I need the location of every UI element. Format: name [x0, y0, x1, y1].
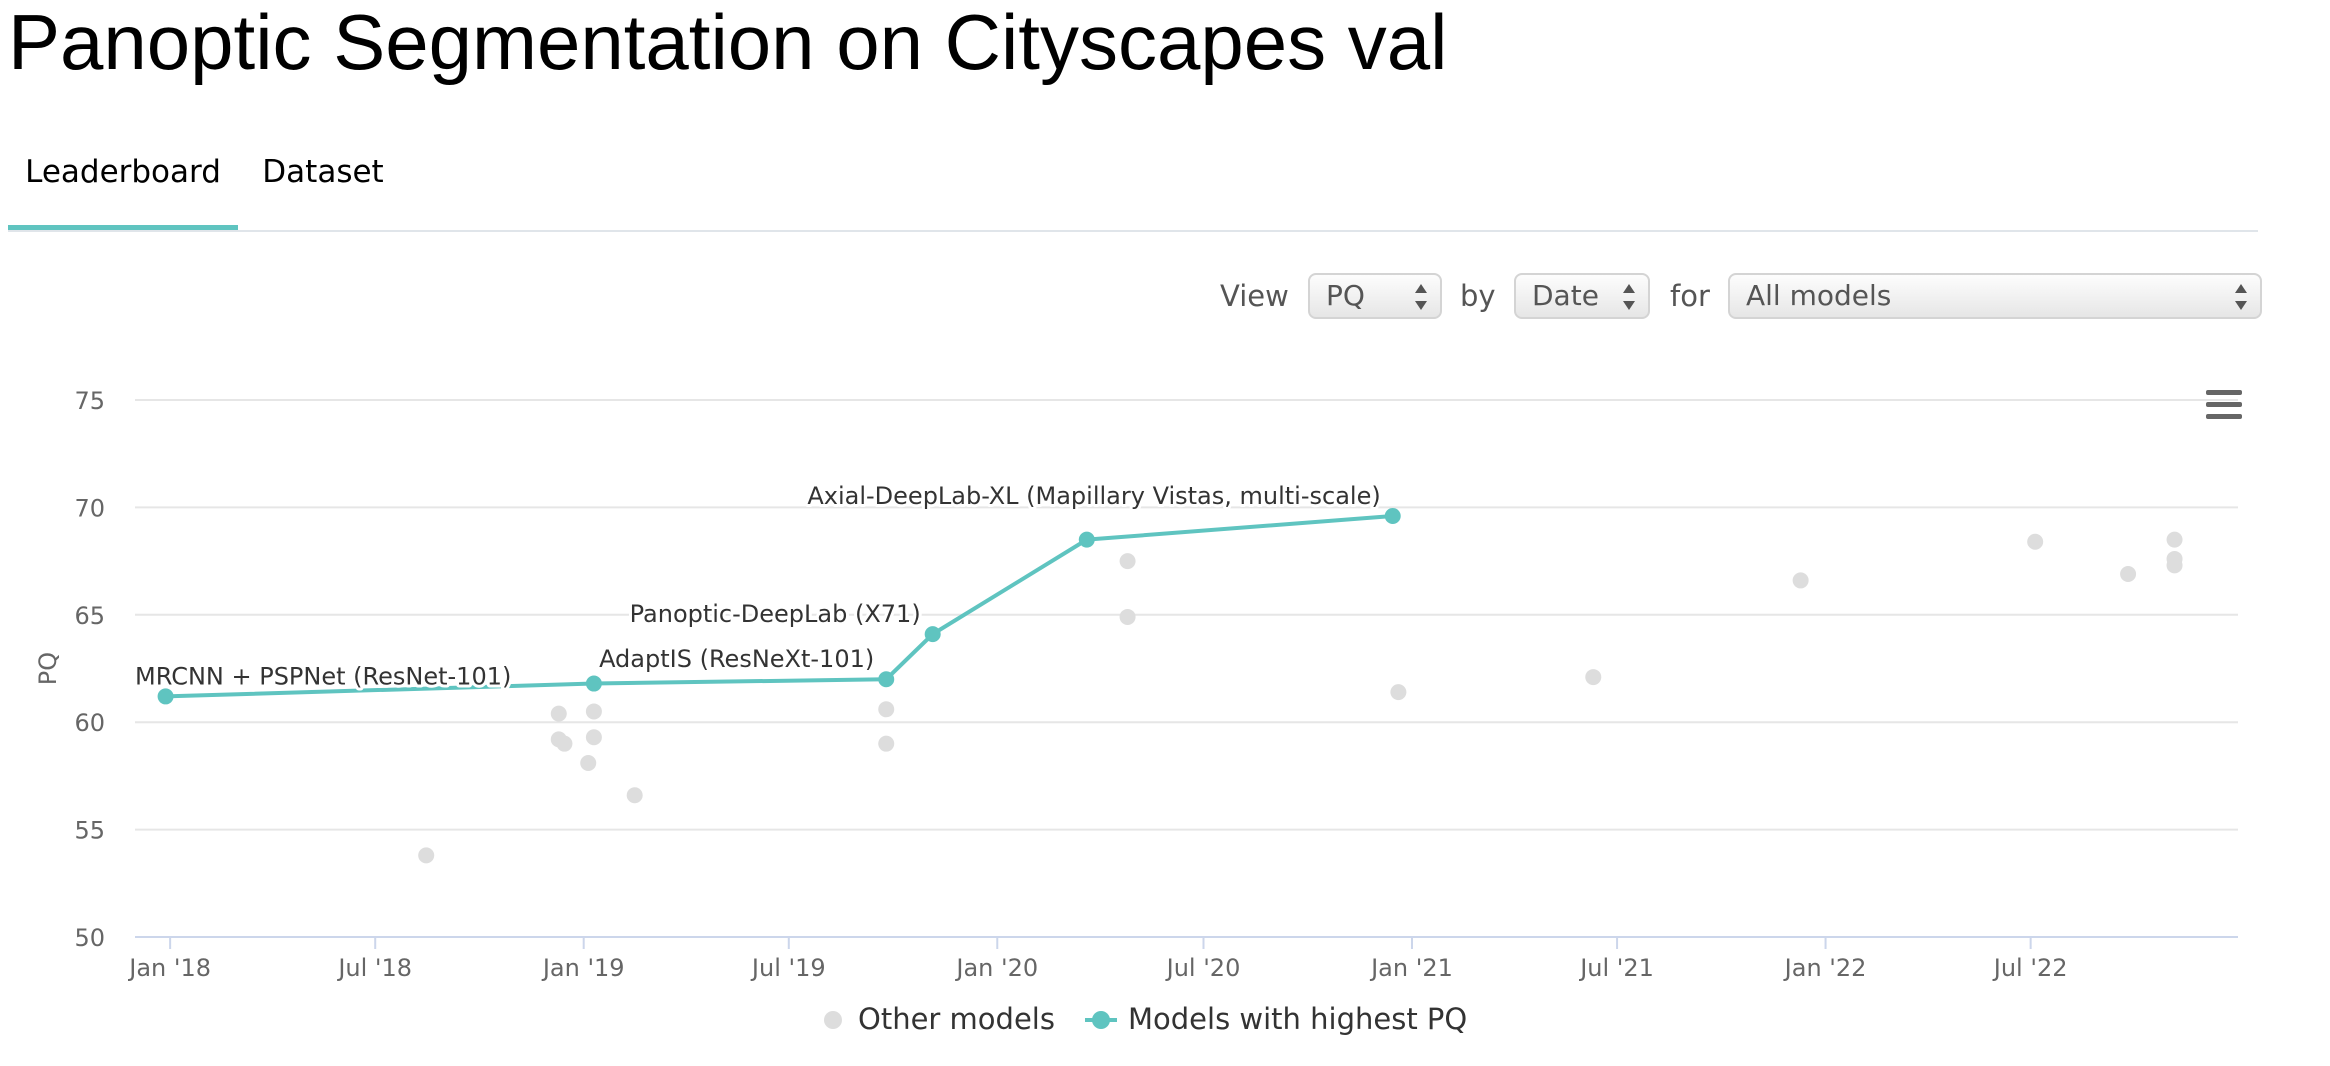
- other-model-point[interactable]: [550, 705, 567, 722]
- other-model-point[interactable]: [1585, 669, 1602, 686]
- best-model-point[interactable]: [924, 626, 941, 643]
- other-model-point[interactable]: [580, 755, 597, 772]
- tab-bar: Leaderboard Dataset: [8, 150, 2258, 232]
- active-tab-indicator: [8, 225, 238, 230]
- model-filter-select[interactable]: All models: [1728, 273, 2262, 319]
- tab-dataset[interactable]: Dataset: [262, 154, 384, 190]
- legend-other-models-label[interactable]: Other models: [858, 1002, 1055, 1036]
- best-model-line: [165, 513, 1393, 699]
- chart-controls: View PQ by Date for All models: [0, 273, 2330, 319]
- best-model-point[interactable]: [878, 671, 895, 688]
- metric-select-value: PQ: [1326, 279, 1365, 312]
- x-axis-select-value: Date: [1532, 279, 1599, 312]
- model-filter-select-value: All models: [1746, 279, 1892, 312]
- data-label: AdaptIS (ResNeXt-101): [599, 645, 874, 673]
- y-tick-label: 65: [74, 602, 105, 630]
- metric-select[interactable]: PQ: [1308, 273, 1442, 319]
- other-model-point[interactable]: [2166, 557, 2183, 574]
- x-tick-label: Jan '22: [1783, 954, 1867, 982]
- best-model-point[interactable]: [157, 688, 174, 705]
- x-tick-label: Jul '20: [1165, 954, 1241, 982]
- other-model-point[interactable]: [878, 701, 895, 718]
- legend-best-models-label[interactable]: Models with highest PQ: [1128, 1002, 1467, 1036]
- x-axis-select[interactable]: Date: [1514, 273, 1650, 319]
- select-arrows-icon: [2235, 284, 2247, 310]
- x-tick-label: Jan '19: [541, 954, 625, 982]
- y-tick-label: 50: [74, 924, 105, 952]
- x-tick-label: Jul '22: [1992, 954, 2068, 982]
- other-model-point[interactable]: [556, 735, 573, 752]
- select-arrows-icon: [1623, 284, 1635, 310]
- x-tick-label: Jul '21: [1578, 954, 1654, 982]
- hamburger-menu-icon[interactable]: [2206, 390, 2242, 420]
- other-model-point[interactable]: [1119, 553, 1136, 570]
- for-label: for: [1670, 279, 1710, 313]
- y-tick-label: 70: [74, 494, 105, 522]
- view-label: View: [1220, 279, 1289, 313]
- legend-other-models-marker: [824, 1011, 842, 1029]
- y-tick-label: 60: [74, 709, 105, 737]
- other-model-point[interactable]: [2027, 533, 2044, 550]
- x-tick-label: Jan '20: [954, 954, 1038, 982]
- page-title: Panoptic Segmentation on Cityscapes val: [8, 0, 1448, 86]
- other-model-point[interactable]: [2166, 531, 2183, 548]
- other-model-point[interactable]: [626, 787, 643, 804]
- by-label: by: [1460, 279, 1496, 313]
- x-tick-label: Jan '18: [127, 954, 211, 982]
- other-model-point[interactable]: [585, 729, 602, 746]
- other-model-point[interactable]: [2120, 565, 2137, 582]
- other-model-point[interactable]: [1792, 572, 1809, 589]
- other-model-point[interactable]: [2166, 550, 2183, 567]
- x-tick-label: Jan '21: [1369, 954, 1453, 982]
- best-model-point[interactable]: [585, 675, 602, 692]
- best-model-point[interactable]: [1078, 531, 1095, 548]
- tab-leaderboard[interactable]: Leaderboard: [25, 154, 221, 190]
- other-model-point[interactable]: [550, 731, 567, 748]
- best-model-point[interactable]: [1384, 507, 1401, 524]
- y-tick-label: 75: [74, 387, 105, 415]
- other-model-point[interactable]: [585, 703, 602, 720]
- data-label: Axial-DeepLab-XL (Mapillary Vistas, mult…: [807, 482, 1380, 510]
- legend-best-models-marker: [1092, 1011, 1110, 1029]
- other-model-point[interactable]: [1119, 608, 1136, 625]
- x-tick-label: Jul '19: [750, 954, 826, 982]
- other-model-point[interactable]: [418, 847, 435, 864]
- other-model-point[interactable]: [1390, 684, 1407, 701]
- select-arrows-icon: [1415, 284, 1427, 310]
- y-axis-title: PQ: [34, 652, 62, 685]
- y-tick-label: 55: [74, 817, 105, 845]
- x-tick-label: Jul '18: [336, 954, 412, 982]
- other-model-point[interactable]: [878, 735, 895, 752]
- data-label: MRCNN + PSPNet (ResNet-101): [135, 662, 511, 690]
- data-label: Panoptic-DeepLab (X71): [630, 600, 921, 628]
